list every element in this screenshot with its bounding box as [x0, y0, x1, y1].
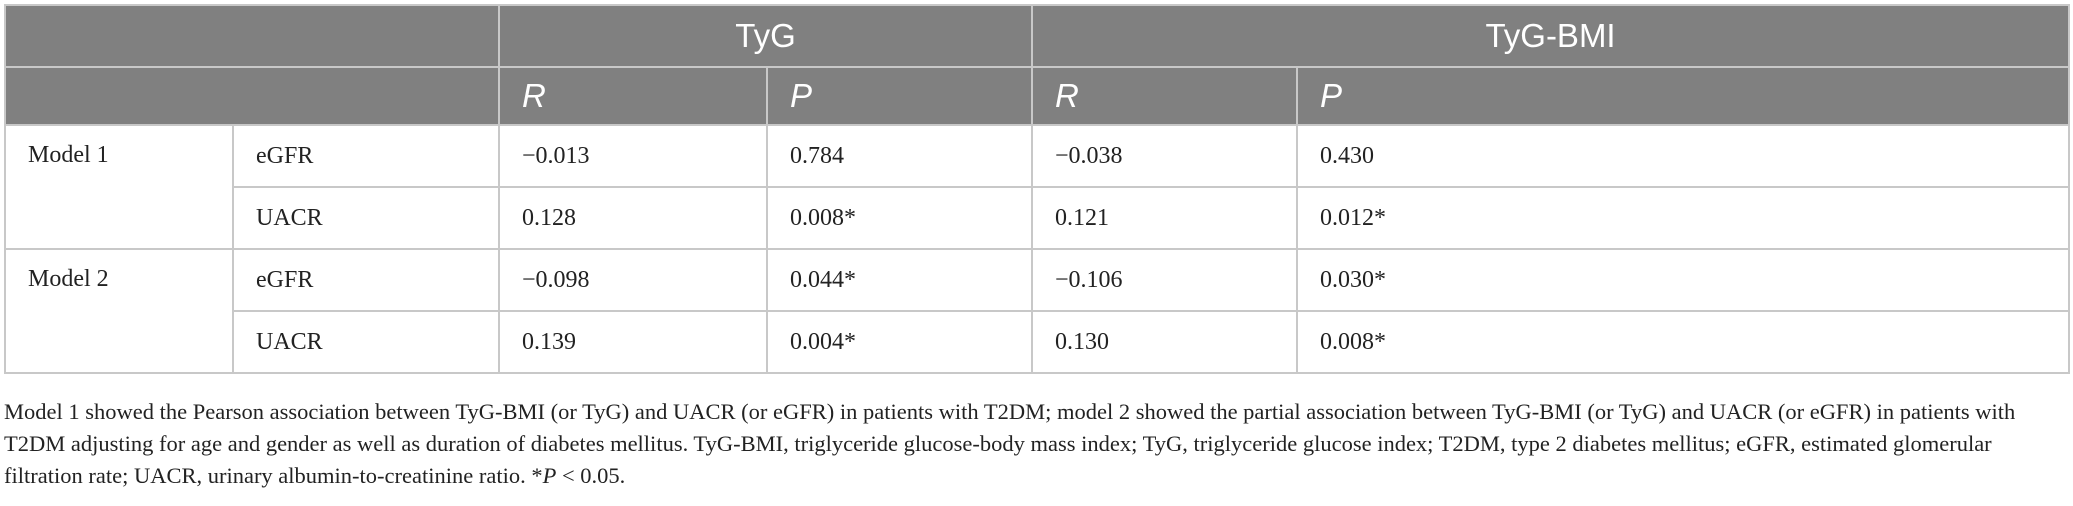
- group-header-row: TyG TyG-BMI: [4, 4, 2071, 68]
- tyg-bmi-r-cell: −0.038: [1031, 124, 1299, 188]
- footnote-significance-symbol: P: [542, 463, 557, 488]
- tyg-bmi-p-cell: 0.012*: [1296, 186, 2071, 250]
- results-table-container: TyG TyG-BMI R P R P Model 1 eGFR −0.013 …: [4, 4, 2071, 374]
- correlation-table: TyG TyG-BMI R P R P Model 1 eGFR −0.013 …: [4, 4, 2071, 374]
- tyg-r-cell: −0.013: [498, 124, 768, 188]
- measure-label: eGFR: [232, 248, 500, 312]
- sub-header-tyg-bmi-p: P: [1296, 66, 2071, 126]
- table-row: UACR 0.128 0.008* 0.121 0.012*: [5, 186, 2071, 250]
- group-header-tyg: TyG: [497, 4, 1034, 68]
- table-row: Model 2 eGFR −0.098 0.044* −0.106 0.030*: [4, 248, 2071, 374]
- sub-header-tyg-bmi-r: R: [1031, 66, 1299, 126]
- tyg-p-cell: 0.004*: [765, 310, 1034, 374]
- table-row: Model 1 eGFR −0.013 0.784 −0.038 0.430: [4, 124, 2071, 250]
- sub-header-tyg-p: P: [765, 66, 1034, 126]
- tyg-r-cell: 0.139: [498, 310, 768, 374]
- tyg-r-cell: −0.098: [498, 248, 768, 312]
- tyg-p-cell: 0.008*: [765, 186, 1034, 250]
- tyg-p-cell: 0.044*: [765, 248, 1034, 312]
- header-blank-cell: [4, 4, 500, 68]
- tyg-p-cell: 0.784: [765, 124, 1034, 188]
- model-label: Model 2: [4, 248, 234, 374]
- measure-label: eGFR: [232, 124, 500, 188]
- group-header-tyg-bmi: TyG-BMI: [1031, 4, 2071, 68]
- tyg-bmi-p-cell: 0.030*: [1296, 248, 2071, 312]
- tyg-bmi-r-cell: −0.106: [1031, 248, 1299, 312]
- model-label: Model 1: [4, 124, 234, 250]
- tyg-r-cell: 0.128: [498, 186, 768, 250]
- table-footnote: Model 1 showed the Pearson association b…: [4, 396, 2066, 492]
- footnote-significance-threshold: < 0.05.: [556, 463, 626, 488]
- measure-label: UACR: [232, 186, 500, 250]
- tyg-bmi-r-cell: 0.121: [1031, 186, 1299, 250]
- table-row: UACR 0.139 0.004* 0.130 0.008*: [5, 310, 2071, 374]
- sub-header-tyg-r: R: [498, 66, 768, 126]
- sub-header-row: R P R P: [4, 66, 2071, 126]
- footnote-text: Model 1 showed the Pearson association b…: [4, 399, 2016, 488]
- sub-header-blank-cell: [4, 66, 500, 126]
- measure-label: UACR: [232, 310, 500, 374]
- tyg-bmi-p-cell: 0.430: [1296, 124, 2071, 188]
- tyg-bmi-r-cell: 0.130: [1031, 310, 1299, 374]
- tyg-bmi-p-cell: 0.008*: [1296, 310, 2071, 374]
